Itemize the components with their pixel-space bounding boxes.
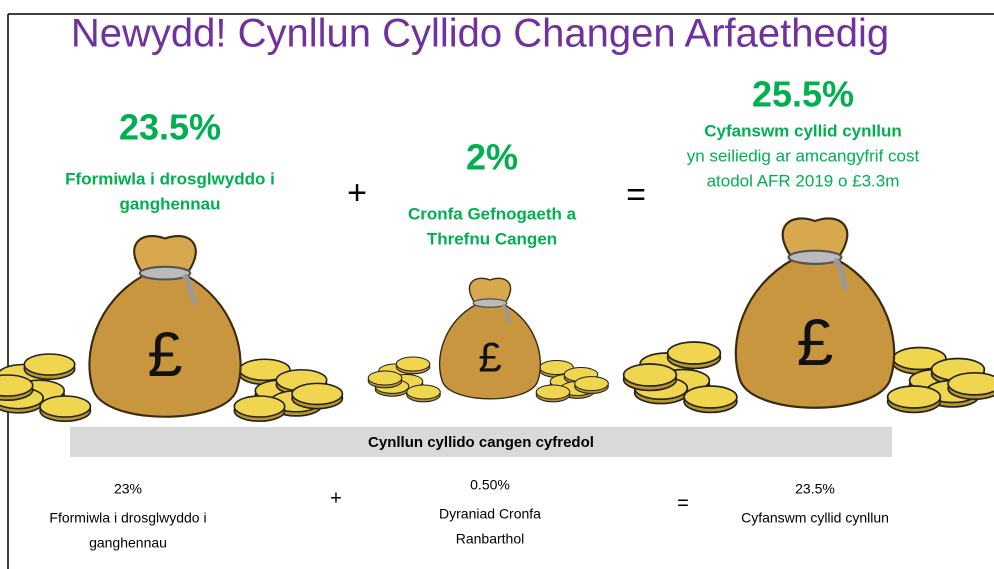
proposed-label: Fformiwla i drosglwyddo i (65, 169, 275, 188)
coin (683, 385, 738, 409)
bag-rope (787, 249, 843, 265)
proposed-value: 25.5% (752, 74, 854, 115)
coin (367, 370, 403, 386)
current-value: 23.5% (795, 481, 835, 497)
bag-rope-end (832, 257, 851, 292)
money-bag: £ (0, 235, 344, 422)
coin (233, 395, 286, 418)
proposed-note: atodol AFR 2019 o £3.3m (707, 171, 900, 190)
bag-symbol: £ (797, 305, 834, 379)
proposed-note: yn seiliedig ar amcangyfrif cost (687, 146, 920, 165)
current-operator: = (677, 492, 689, 514)
coin (395, 356, 431, 372)
coin (406, 384, 441, 400)
current-heading-bar (70, 427, 892, 457)
proposed-label: Cyfanswm cyllid cynllun (704, 121, 901, 140)
slide-title: Newydd! Cynllun Cyllido Changen Arfaethe… (71, 12, 889, 56)
coin (947, 371, 994, 396)
current-label: Cyfanswm cyllid cynllun (741, 510, 889, 526)
coin (291, 382, 344, 406)
coin (574, 376, 609, 392)
bag-symbol: £ (478, 334, 501, 381)
illustrations: £ £ £ (0, 217, 994, 422)
bag-top (468, 277, 512, 304)
bag-body (438, 303, 542, 400)
bag-symbol: £ (147, 320, 182, 390)
proposed-label: Cronfa Gefnogaeth a (408, 204, 577, 223)
current-value: 0.50% (470, 477, 510, 493)
bag-body (734, 258, 896, 409)
bag-body (88, 274, 242, 418)
money-bag: £ (367, 277, 609, 403)
coin (23, 353, 76, 376)
coin (39, 395, 92, 418)
bag-top (781, 217, 849, 258)
current-label: ganghennau (89, 535, 167, 551)
proposed-label: ganghennau (119, 194, 220, 213)
current-label: Dyraniad Cronfa (439, 506, 541, 522)
bag-top (133, 235, 197, 274)
proposed-value: 23.5% (119, 107, 221, 148)
coin (0, 374, 34, 397)
current-heading: Cynllun cyllido cangen cyfredol (368, 434, 594, 451)
bag-rope (138, 265, 192, 281)
coin (535, 384, 571, 400)
coin (886, 385, 942, 409)
current-label: Ranbarthol (456, 531, 525, 547)
texts: 23.5% Fformiwla i drosglwyddo i ganghennau… (49, 74, 919, 551)
current-value: 23% (114, 481, 142, 497)
operator: = (626, 176, 646, 214)
operator: + (347, 174, 367, 212)
money-bag: £ (622, 217, 994, 414)
bag-rope-end (501, 303, 513, 325)
coin (622, 363, 678, 387)
current-label: Fformiwla i drosglwyddo i (49, 510, 206, 526)
proposed-label: Threfnu Cangen (427, 229, 557, 248)
current-operator: + (330, 487, 342, 509)
coin (666, 341, 722, 365)
bag-rope-end (181, 273, 199, 306)
proposed-value: 2% (466, 137, 518, 178)
bag-rope (472, 298, 508, 309)
